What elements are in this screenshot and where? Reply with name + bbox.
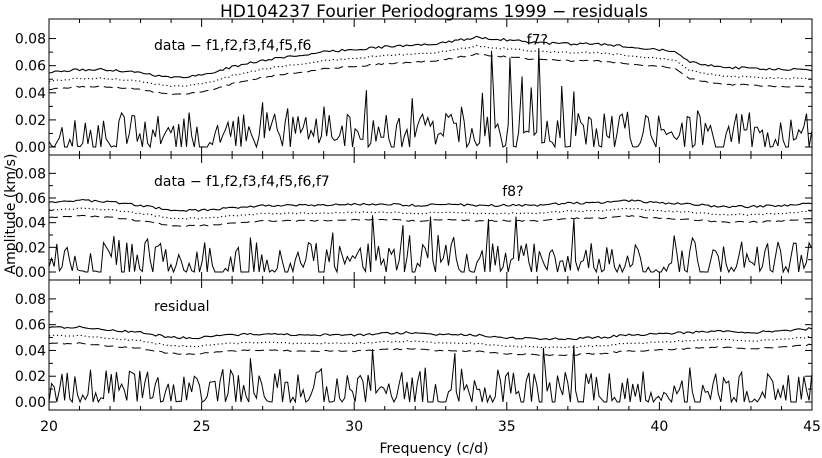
- y-tick-label: 0.02: [15, 113, 46, 129]
- envelope-dashed-line: [48, 214, 813, 227]
- envelope-dashed-line: [48, 53, 813, 96]
- panel-label: residual: [154, 299, 209, 315]
- y-tick-label: 0.00: [15, 265, 46, 281]
- envelope-solid-line: [48, 35, 813, 79]
- panel-frame: [48, 279, 813, 411]
- amplitude-spectrum-line: [48, 215, 813, 274]
- y-tick-label: 0.02: [15, 240, 46, 256]
- peak-annotation: f8?: [502, 184, 523, 200]
- y-tick-label: 0.04: [15, 343, 46, 359]
- x-tick-label: 25: [193, 419, 211, 435]
- x-tick-label: 35: [498, 419, 516, 435]
- envelope-dotted-line: [48, 334, 813, 349]
- panel-label: data − f1,f2,f3,f4,f5,f6,f7: [154, 174, 330, 190]
- y-tick-label: 0.06: [15, 191, 46, 207]
- panel-3: 0.00 0.02 0.04 0.06 0.08 residual 20 25 30 35 40 45: [15, 279, 821, 435]
- y-tick-label: 0.08: [15, 292, 46, 308]
- envelope-dashed-line: [48, 342, 813, 357]
- y-tick-label: 0.00: [15, 140, 46, 156]
- panel-label: data − f1,f2,f3,f4,f5,f6: [154, 38, 312, 54]
- y-tick-label: 0.00: [15, 395, 46, 411]
- y-axis-label: Amplitude (km/s): [3, 154, 19, 275]
- x-axis-label: Frequency (c/d): [380, 441, 489, 457]
- y-tick-label: 0.06: [15, 59, 46, 75]
- envelope-solid-line: [48, 198, 813, 212]
- x-tick-label: 45: [803, 419, 821, 435]
- y-tick-label: 0.08: [15, 166, 46, 182]
- y-tick-label: 0.06: [15, 318, 46, 334]
- x-tick-label: 40: [650, 419, 668, 435]
- amplitude-spectrum-line: [48, 345, 813, 404]
- amplitude-spectrum-line: [48, 47, 813, 149]
- panel-2: 0.00 0.02 0.04 0.06 0.08 data − f1,f2,f3,f4,f…: [15, 154, 813, 281]
- envelope-dotted-line: [48, 207, 813, 220]
- envelope-dotted-line: [48, 44, 813, 88]
- y-tick-label: 0.04: [15, 216, 46, 232]
- figure-title: HD104237 Fourier Periodograms 1999 − res…: [220, 2, 648, 22]
- y-tick-label: 0.08: [15, 32, 46, 48]
- x-tick-label: 30: [345, 419, 363, 435]
- panels-group: 0.00 0.02 0.04 0.06 0.08 data − f1,f2,f3,f4,f…: [15, 18, 821, 435]
- y-tick-label: 0.02: [15, 369, 46, 385]
- envelope-solid-line: [48, 325, 813, 341]
- x-tick-label: 20: [40, 419, 58, 435]
- panel-1: 0.00 0.02 0.04 0.06 0.08 data − f1,f2,f3,f4,f…: [15, 18, 813, 156]
- y-tick-label: 0.04: [15, 86, 46, 102]
- peak-annotation: f7?: [527, 33, 548, 49]
